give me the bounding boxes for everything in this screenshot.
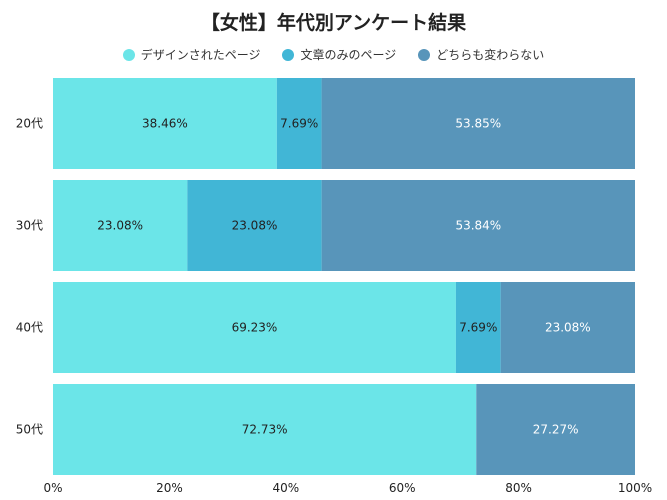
data-label: 23.08% <box>97 219 143 233</box>
x-tick-label: 20% <box>156 481 183 495</box>
category-label: 30代 <box>16 219 43 233</box>
x-tick-label: 0% <box>43 481 62 495</box>
legend-label: デザインされたページ <box>140 48 261 62</box>
data-label: 23.08% <box>232 219 278 233</box>
bar-segment <box>321 180 635 271</box>
data-label: 53.84% <box>455 219 501 233</box>
bar-segment <box>53 384 477 475</box>
legend-item: どちらも変わらない <box>418 46 544 63</box>
legend-swatch <box>282 48 295 61</box>
bar-segment <box>53 78 277 169</box>
legend-label: 文章のみのページ <box>300 48 397 62</box>
x-tick-label: 80% <box>505 481 532 495</box>
bar-segment <box>276 78 322 169</box>
data-label: 53.85% <box>455 117 501 131</box>
chart-title: 【女性】年代別アンケート結果 <box>200 12 467 34</box>
legend-label: どちらも変わらない <box>436 48 545 62</box>
data-label: 7.69% <box>459 321 497 335</box>
bar-segment <box>53 180 188 271</box>
bar-segment <box>500 282 635 373</box>
data-label: 69.23% <box>232 321 278 335</box>
bar-segment <box>455 282 501 373</box>
category-label: 50代 <box>16 423 43 437</box>
legend-swatch <box>122 48 135 61</box>
legend-item: 文章のみのページ <box>282 46 396 63</box>
bar-segment <box>321 78 635 169</box>
data-label: 7.69% <box>280 117 318 131</box>
category-label: 20代 <box>16 117 43 131</box>
legend: デザインされたページ 文章のみのページ どちらも変わらない <box>0 46 667 63</box>
data-label: 72.73% <box>242 423 288 437</box>
category-label: 40代 <box>16 321 43 335</box>
bar-segment <box>187 180 322 271</box>
bar-segment <box>53 282 456 373</box>
data-label: 38.46% <box>142 117 188 131</box>
x-tick-label: 40% <box>272 481 299 495</box>
legend-swatch <box>418 48 431 61</box>
legend-item: デザインされたページ <box>122 46 261 63</box>
data-label: 23.08% <box>545 321 591 335</box>
x-tick-label: 60% <box>389 481 416 495</box>
data-label: 27.27% <box>533 423 579 437</box>
x-tick-label: 100% <box>618 481 652 495</box>
bar-segment <box>476 384 635 475</box>
